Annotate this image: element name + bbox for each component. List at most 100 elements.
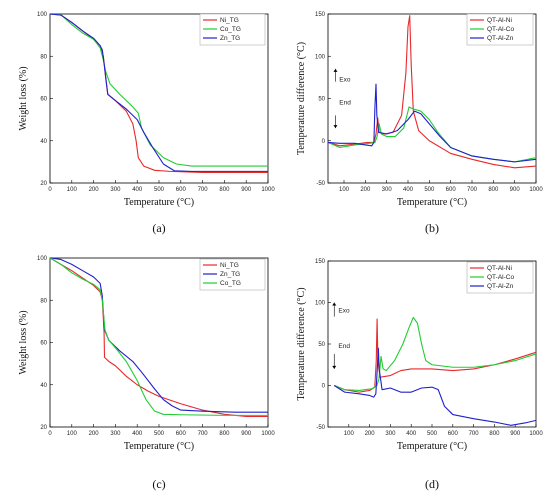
x-tick-label: 300 [382, 187, 393, 193]
x-tick-label: 800 [219, 187, 230, 193]
legend-entry: Ni_TG [220, 262, 239, 269]
x-tick-label: 300 [110, 431, 121, 437]
y-tick-label: 60 [40, 341, 47, 347]
y-tick-label: 100 [37, 12, 48, 18]
annotation-label: Exo [338, 307, 350, 314]
legend-entry: Ni_TG [220, 17, 239, 24]
series-line-co-tg [50, 14, 268, 167]
chart-a: 0 100 200 300 400 500 600 700 800 900 1000 20 40 60 80… [18, 12, 275, 235]
legend-entry: QT-Al-Ni [487, 17, 512, 24]
x-tick-label: 1000 [261, 187, 275, 193]
x-tick-label: 700 [469, 431, 480, 437]
figure-caption: (a) [152, 221, 165, 235]
x-tick-label: 600 [176, 431, 187, 437]
x-tick-label: 500 [424, 187, 435, 193]
x-tick-label: 800 [488, 187, 499, 193]
x-tick-label: 900 [510, 431, 521, 437]
x-tick-label: 600 [448, 431, 459, 437]
x-tick-label: 600 [176, 187, 187, 193]
series-line-qt-al-co [334, 316, 536, 392]
legend: Ni_TG Co_TG Zn_TG [199, 13, 266, 46]
x-tick-label: 900 [241, 187, 252, 193]
legend: QT-Al-Ni QT-Al-Co QT-Al-Zn [466, 13, 534, 46]
x-tick-label: 200 [89, 187, 100, 193]
x-tick-label: 200 [89, 431, 100, 437]
y-axis-label: Weight loss (%) [18, 66, 29, 130]
series-line-ni-tg [50, 258, 268, 417]
legend-entry: Zn_TG [220, 271, 240, 278]
y-tick-label: 60 [40, 97, 47, 103]
series-line-co-tg [50, 258, 268, 416]
x-tick-label: 200 [360, 187, 371, 193]
chart-b: 100 200 300 400 500 600 700 800 900 1000 -50 0 50 100… [296, 12, 543, 235]
legend-entry: QT-Al-Co [487, 26, 514, 33]
y-axis-label: Temperature difference (°C) [296, 42, 307, 155]
y-tick-label: 100 [315, 54, 326, 60]
x-tick-label: 1000 [529, 187, 543, 193]
x-tick-label: 700 [198, 431, 209, 437]
legend-box [466, 261, 534, 294]
x-axis-label: Temperature (°C) [397, 197, 467, 208]
x-tick-label: 600 [446, 187, 457, 193]
x-tick-label: 500 [154, 187, 165, 193]
figure-caption: (b) [425, 221, 439, 235]
x-tick-label: 500 [154, 431, 165, 437]
x-tick-label: 400 [132, 431, 143, 437]
y-tick-label: 150 [315, 259, 326, 265]
arrow-up-icon [332, 302, 337, 306]
x-tick-label: 300 [110, 187, 121, 193]
y-tick-label: 80 [40, 298, 47, 304]
chart-c: 0 100 200 300 400 500 600 700 800 900 1000 20 40 60 80… [18, 256, 275, 491]
x-tick-label: 100 [67, 431, 78, 437]
y-tick-label: 50 [318, 97, 325, 103]
y-axis-label: Temperature difference (°C) [296, 287, 307, 400]
series-line-zn-tg [50, 258, 268, 413]
x-tick-label: 1000 [529, 431, 543, 437]
series-line-qt-al-co [328, 106, 536, 163]
x-tick-label: 400 [132, 187, 143, 193]
figure-caption: (d) [425, 477, 439, 491]
legend-entry: QT-Al-Co [487, 274, 514, 281]
x-axis-label: Temperature (°C) [124, 197, 194, 208]
y-tick-label: 40 [40, 139, 47, 145]
series-line-zn-tg [50, 14, 268, 172]
y-tick-label: 0 [322, 384, 326, 390]
x-tick-label: 100 [67, 187, 78, 193]
y-tick-label: 100 [315, 301, 326, 307]
annotation-label: End [338, 343, 350, 350]
y-tick-label: 20 [40, 181, 47, 187]
x-tick-label: 800 [219, 431, 230, 437]
annotation-label: Exo [339, 77, 351, 84]
legend: QT-Al-Ni QT-Al-Co QT-Al-Zn [466, 261, 534, 294]
series-line-qt-al-zn [333, 347, 536, 426]
x-tick-label: 500 [427, 431, 438, 437]
y-tick-label: -50 [316, 425, 325, 431]
arrow-down-icon [332, 365, 337, 369]
x-tick-label: 200 [365, 431, 376, 437]
x-tick-label: 100 [344, 431, 355, 437]
x-tick-label: 900 [510, 187, 521, 193]
y-tick-label: 20 [40, 425, 47, 431]
y-tick-label: 50 [318, 342, 325, 348]
y-tick-label: 0 [322, 139, 326, 145]
legend-entry: Zn_TG [220, 35, 240, 42]
figure-caption: (c) [152, 477, 165, 491]
x-tick-label: 0 [48, 431, 52, 437]
x-tick-label: 800 [489, 431, 500, 437]
legend-entry: Co_TG [220, 26, 241, 33]
x-tick-label: 400 [403, 187, 414, 193]
series-line-qt-al-ni [334, 318, 536, 393]
legend-entry: Co_TG [220, 280, 241, 287]
legend-entry: QT-Al-Zn [487, 283, 514, 290]
x-axis-label: Temperature (°C) [397, 441, 467, 452]
arrow-down-icon [333, 125, 338, 129]
x-axis-label: Temperature (°C) [124, 441, 194, 452]
y-tick-label: -50 [316, 181, 325, 187]
y-tick-label: 40 [40, 383, 47, 389]
x-tick-label: 300 [385, 431, 396, 437]
x-tick-label: 700 [198, 187, 209, 193]
x-tick-label: 400 [406, 431, 417, 437]
y-tick-label: 150 [315, 12, 326, 18]
x-tick-label: 900 [241, 431, 252, 437]
